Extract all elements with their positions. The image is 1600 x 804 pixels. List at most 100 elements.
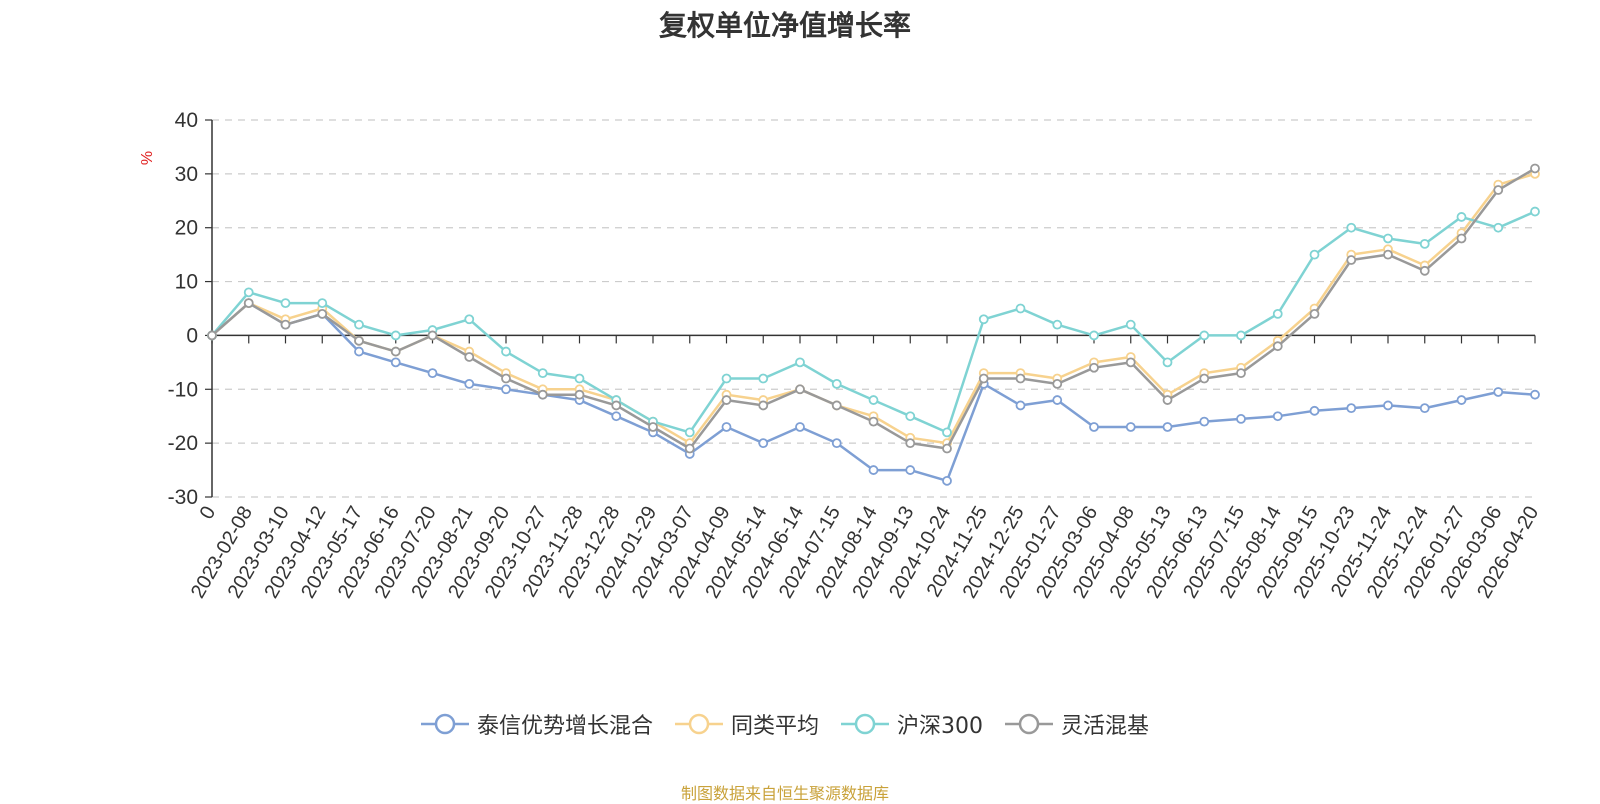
data-point: [978, 314, 989, 325]
data-point: [1052, 378, 1063, 389]
data-point: [721, 373, 732, 384]
data-point: [1272, 308, 1283, 319]
data-point: [1309, 405, 1320, 416]
data-point: [1236, 414, 1246, 424]
data-point: [390, 330, 401, 341]
data-point: [243, 287, 254, 298]
data-point: [1530, 163, 1540, 174]
data-point: [1125, 319, 1136, 330]
data-point: [721, 395, 732, 405]
data-point: [1346, 403, 1357, 414]
data-point: [1530, 389, 1540, 400]
data-point: [758, 400, 769, 411]
data-point: [611, 400, 622, 411]
data-point: [1383, 249, 1393, 260]
data-point: [1125, 357, 1136, 368]
data-point: [795, 357, 805, 368]
data-point: [464, 378, 475, 389]
series-lines: [207, 163, 1540, 486]
data-point: [1456, 212, 1467, 222]
data-point: [1199, 330, 1210, 341]
data-point: [390, 346, 401, 357]
data-point: [574, 389, 585, 400]
data-point: [942, 427, 952, 438]
y-tick-label: 20: [175, 217, 198, 240]
data-point: [905, 438, 916, 449]
y-tick-label: -20: [168, 432, 198, 455]
data-point: [207, 330, 217, 341]
y-tick-label: 40: [175, 109, 198, 132]
data-point: [1419, 403, 1430, 414]
data-point: [795, 422, 805, 432]
legend-item[interactable]: 同类平均: [674, 708, 819, 740]
data-point: [354, 346, 364, 357]
legend-label: 沪深300: [897, 714, 983, 739]
data-point: [1456, 233, 1467, 244]
data-point: [427, 368, 438, 379]
data-point: [1383, 233, 1393, 244]
legend-marker-icon: [420, 713, 469, 735]
data-point: [501, 384, 511, 395]
data-point: [1089, 330, 1099, 341]
legend-marker-icon: [674, 713, 723, 735]
data-point: [501, 373, 511, 384]
data-point: [1272, 411, 1283, 422]
y-tick-label: 10: [175, 271, 198, 294]
data-point: [317, 298, 328, 309]
data-point: [1199, 416, 1210, 427]
data-point: [1015, 373, 1026, 384]
legend-item[interactable]: 泰信优势增长混合: [420, 708, 653, 740]
data-point: [427, 330, 438, 341]
legend-label: 灵活混基: [1061, 714, 1150, 739]
data-point: [1052, 319, 1063, 330]
data-point: [1125, 422, 1136, 432]
legend-label: 同类平均: [730, 714, 819, 739]
data-point: [905, 465, 916, 475]
data-point: [280, 298, 291, 309]
data-point: [721, 422, 732, 432]
data-point: [868, 395, 879, 405]
legend-item[interactable]: 灵活混基: [1005, 708, 1149, 740]
data-point: [1236, 330, 1246, 341]
data-point: [831, 400, 842, 411]
data-point: [354, 335, 364, 346]
data-point: [684, 427, 695, 438]
data-point: [1309, 308, 1320, 319]
data-point: [243, 298, 254, 309]
chart-title: 复权单位净值增长率: [658, 9, 911, 42]
data-point: [1309, 249, 1320, 260]
y-tick-label: -10: [168, 378, 198, 401]
data-point: [501, 346, 511, 357]
y-tick-label: -30: [168, 486, 198, 509]
data-point: [1272, 341, 1283, 352]
data-point: [942, 475, 952, 486]
data-point: [537, 368, 548, 379]
data-point: [1493, 222, 1504, 233]
data-point: [1162, 422, 1173, 432]
data-point: [1089, 422, 1099, 432]
legend-item[interactable]: 沪深300: [841, 708, 983, 740]
axes: [205, 119, 1536, 498]
data-point: [978, 373, 989, 384]
data-point: [648, 422, 658, 432]
data-point: [684, 443, 695, 454]
data-point: [868, 465, 879, 475]
data-point: [574, 373, 585, 384]
data-point: [942, 443, 952, 454]
data-point: [831, 438, 842, 449]
legend-label: 泰信优势增长混合: [476, 714, 653, 739]
legend-marker-icon: [841, 713, 889, 735]
legend: 泰信优势增长混合 同类平均 沪深300 灵活混基: [0, 708, 1570, 740]
data-point: [1456, 395, 1467, 405]
data-point: [537, 389, 548, 400]
data-point: [1015, 303, 1026, 314]
source-note: 制图数据来自恒生聚源数据库: [680, 784, 889, 803]
data-point: [1346, 255, 1357, 265]
series-line: [211, 301, 1536, 483]
data-point: [1493, 185, 1504, 195]
data-point: [1419, 238, 1430, 249]
x-tick-label: 0: [196, 503, 221, 524]
data-point: [758, 438, 769, 449]
data-point: [1346, 222, 1357, 233]
